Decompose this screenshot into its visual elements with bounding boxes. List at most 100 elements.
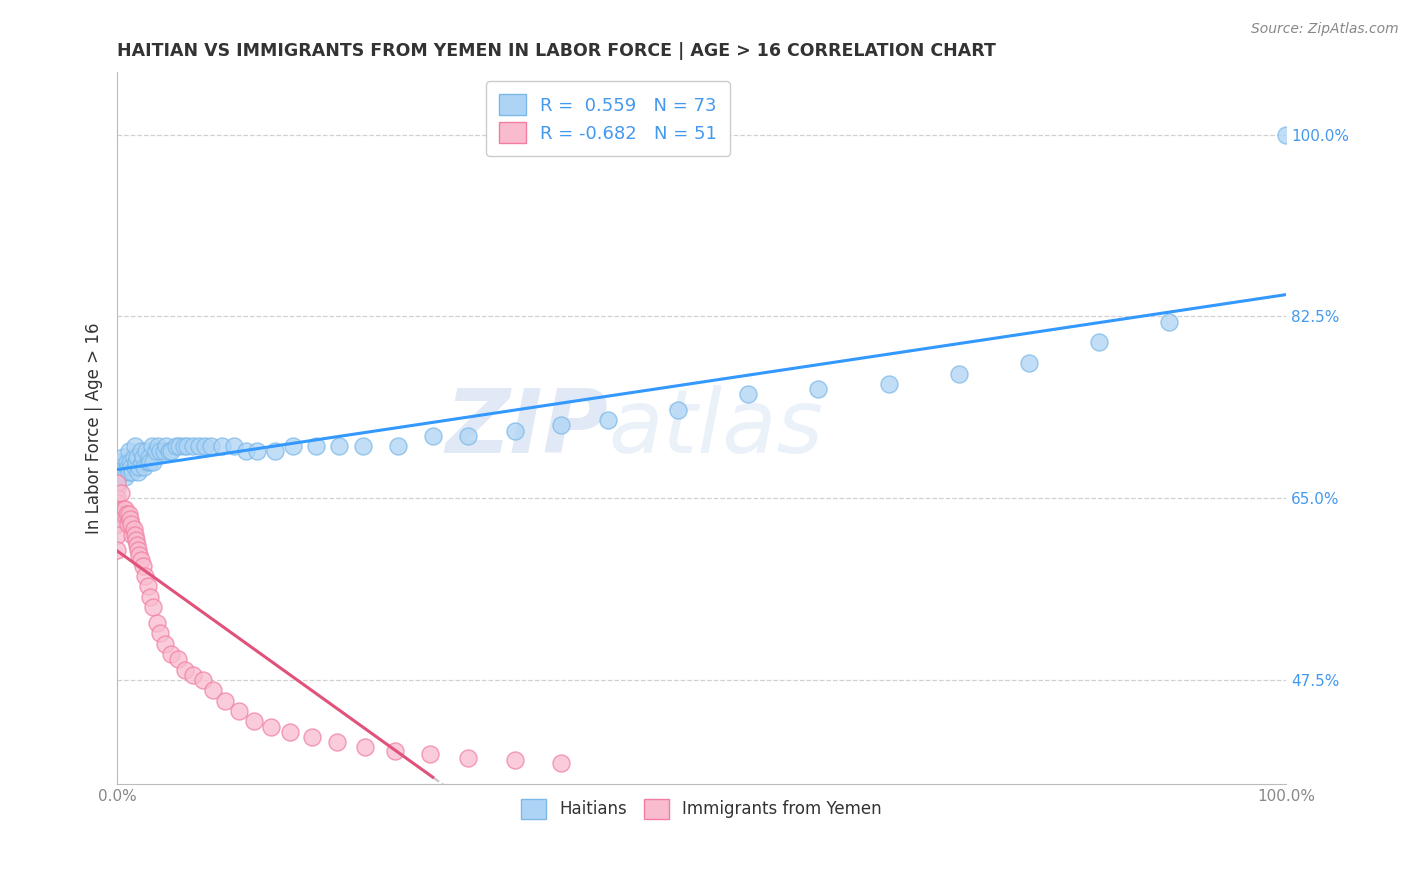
Point [235, 444, 257, 458]
Point [246, 444, 269, 458]
Point [110, 486, 132, 500]
Point [149, 444, 172, 458]
Point [125, 455, 148, 469]
Point [145, 444, 167, 458]
Point [419, 747, 441, 761]
Point [129, 553, 152, 567]
Point [188, 439, 211, 453]
Point [264, 444, 287, 458]
Point [1275, 128, 1298, 142]
Point [384, 743, 406, 757]
Point [112, 507, 135, 521]
Point [120, 460, 142, 475]
Point [125, 538, 148, 552]
Point [155, 439, 177, 453]
Y-axis label: In Labor Force | Age > 16: In Labor Force | Age > 16 [86, 322, 103, 533]
Point [105, 475, 128, 490]
Point [122, 450, 145, 464]
Point [129, 444, 152, 458]
Point [120, 517, 142, 532]
Point [141, 439, 163, 453]
Point [146, 439, 169, 453]
Point [105, 543, 128, 558]
Point [115, 455, 138, 469]
Point [243, 714, 266, 729]
Point [125, 450, 148, 464]
Point [105, 491, 128, 505]
Point [503, 753, 526, 767]
Point [112, 465, 135, 479]
Point [142, 455, 165, 469]
Point [1088, 335, 1111, 350]
Point [149, 626, 172, 640]
Point [117, 517, 139, 532]
Point [105, 507, 128, 521]
Point [281, 439, 304, 453]
Point [191, 673, 214, 687]
Point [305, 439, 328, 453]
Point [138, 450, 160, 464]
Point [222, 439, 245, 453]
Text: HAITIAN VS IMMIGRANTS FROM YEMEN IN LABOR FORCE | AGE > 16 CORRELATION CHART: HAITIAN VS IMMIGRANTS FROM YEMEN IN LABO… [117, 42, 995, 60]
Point [124, 460, 146, 475]
Point [132, 558, 155, 573]
Point [301, 730, 323, 744]
Point [114, 470, 136, 484]
Point [132, 450, 155, 464]
Point [457, 751, 479, 765]
Point [326, 735, 349, 749]
Point [948, 367, 970, 381]
Point [110, 460, 132, 475]
Point [105, 517, 128, 532]
Text: atlas: atlas [607, 385, 823, 471]
Point [115, 507, 138, 521]
Point [127, 465, 149, 479]
Point [121, 527, 143, 541]
Point [112, 501, 135, 516]
Point [134, 569, 156, 583]
Point [135, 444, 157, 458]
Point [457, 429, 479, 443]
Point [202, 683, 225, 698]
Point [105, 496, 128, 510]
Point [136, 579, 159, 593]
Point [146, 615, 169, 630]
Point [352, 439, 374, 453]
Point [105, 507, 128, 521]
Point [142, 600, 165, 615]
Point [124, 527, 146, 541]
Point [422, 429, 444, 443]
Point [176, 439, 198, 453]
Point [105, 527, 128, 541]
Point [165, 439, 187, 453]
Point [121, 465, 143, 479]
Point [118, 455, 141, 469]
Point [173, 439, 195, 453]
Point [139, 590, 162, 604]
Point [128, 549, 150, 563]
Point [550, 418, 572, 433]
Point [354, 740, 377, 755]
Point [160, 444, 183, 458]
Point [118, 444, 141, 458]
Point [128, 460, 150, 475]
Point [737, 387, 759, 401]
Point [157, 444, 180, 458]
Point [124, 439, 146, 453]
Point [118, 507, 141, 521]
Point [596, 413, 619, 427]
Point [181, 439, 204, 453]
Point [666, 403, 689, 417]
Point [105, 455, 128, 469]
Point [194, 439, 217, 453]
Point [181, 667, 204, 681]
Text: ZIP: ZIP [446, 384, 607, 472]
Point [131, 455, 153, 469]
Point [877, 376, 900, 391]
Point [214, 693, 236, 707]
Point [132, 460, 155, 475]
Point [122, 522, 145, 536]
Point [105, 481, 128, 495]
Point [1157, 315, 1180, 329]
Point [105, 517, 128, 532]
